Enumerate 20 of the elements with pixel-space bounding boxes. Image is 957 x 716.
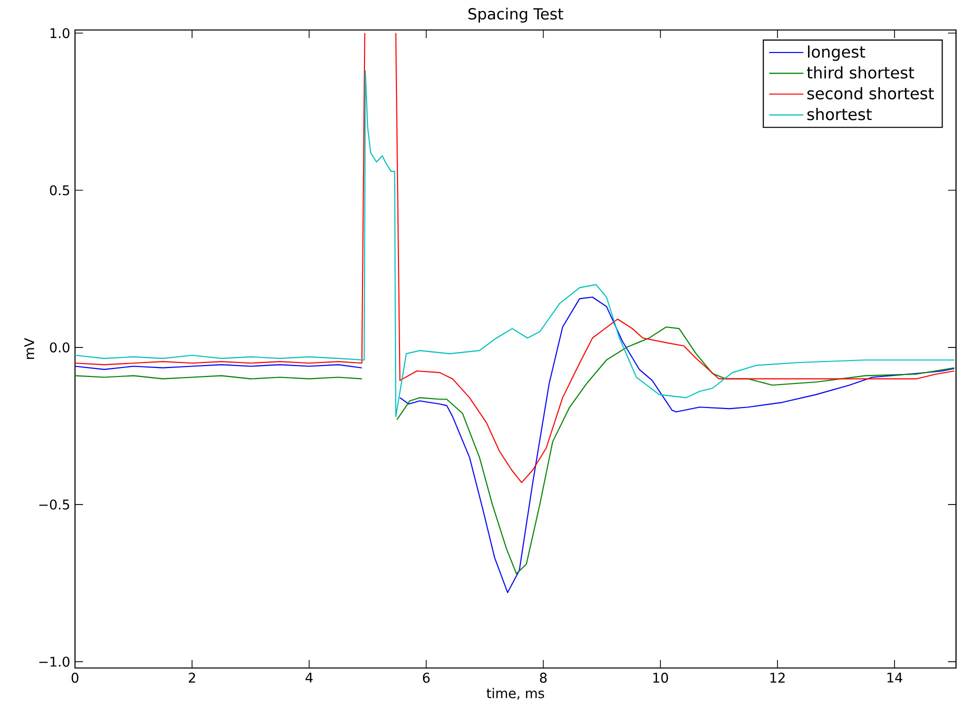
y-tick-label: 1.0 <box>50 28 70 38</box>
x-tick-label: 14 <box>888 672 902 682</box>
x-tick-label: 0 <box>72 672 78 683</box>
legend-label: third shortest <box>806 66 914 79</box>
y-axis-title: mV <box>24 338 34 359</box>
legend-label: longest <box>808 45 866 61</box>
x-tick-label: 12 <box>770 672 785 683</box>
x-tick-label: 4 <box>306 672 313 682</box>
chart-title: Spacing Test <box>468 8 564 23</box>
x-tick-label: 2 <box>188 672 195 683</box>
y-tick-label: 0.0 <box>50 342 70 352</box>
y-tick-label: 0.5 <box>50 185 70 196</box>
y-tick-label: −1.0 <box>39 656 70 667</box>
x-axis-title: time, ms <box>486 688 544 700</box>
x-tick-label: 6 <box>422 672 430 683</box>
legend-label: second shortest <box>807 87 934 100</box>
y-tick-label: −0.5 <box>39 499 70 510</box>
x-tick-label: 10 <box>653 672 668 683</box>
legend-label: shortest <box>807 108 872 120</box>
x-tick-label: 8 <box>540 672 547 683</box>
